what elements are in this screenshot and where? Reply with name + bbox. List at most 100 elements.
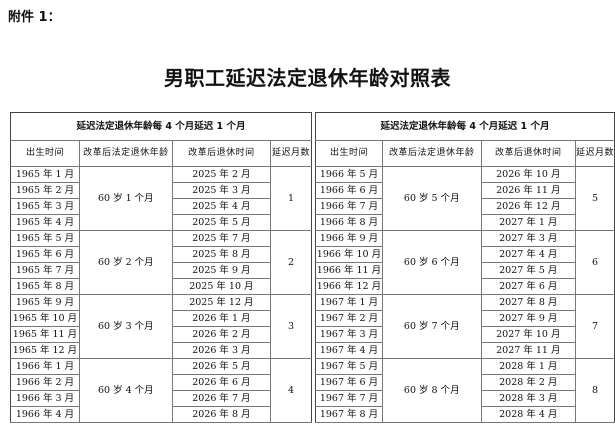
delay-months-cell: 6 xyxy=(574,230,615,295)
birth-date-cell: 1966 年 9 月 xyxy=(314,230,383,247)
retirement-age-cell: 60 岁 4 个月 xyxy=(78,358,173,423)
table-row: 1965 年 11 月 2026 年 2 月 xyxy=(10,326,312,343)
retirement-age-cell: 60 岁 6 个月 xyxy=(381,230,482,295)
retirement-date-cell: 2027 年 3 月 xyxy=(480,230,576,247)
birth-date-cell: 1967 年 5 月 xyxy=(314,358,383,375)
birth-date-cell: 1966 年 11 月 xyxy=(314,262,383,279)
birth-date-cell: 1967 年 4 月 xyxy=(314,342,383,359)
document-title: 男职工延迟法定退休年龄对照表 xyxy=(164,66,451,90)
retirement-date-cell: 2027 年 1 月 xyxy=(480,214,576,231)
retirement-date-cell: 2028 年 4 月 xyxy=(480,406,576,423)
table-header: 延迟法定退休年龄每 4 个月延迟 1 个月 xyxy=(314,112,615,141)
birth-date-cell: 1966 年 5 月 xyxy=(314,166,383,183)
retirement-date-cell: 2027 年 4 月 xyxy=(480,246,576,263)
retirement-date-cell: 2025 年 8 月 xyxy=(171,246,272,263)
table-row: 1967 年 8 月 2028 年 4 月 xyxy=(314,406,614,423)
retirement-date-cell: 2025 年 7 月 xyxy=(171,230,272,247)
birth-date-cell: 1965 年 10 月 xyxy=(10,310,80,327)
table-row: 1967 年 2 月 2027 年 9 月 xyxy=(314,310,614,327)
birth-date-cell: 1965 年 5 月 xyxy=(10,230,80,247)
column-header: 改革后退休时间 xyxy=(171,140,272,167)
birth-date-cell: 1967 年 3 月 xyxy=(314,326,383,343)
column-header: 改革后退休时间 xyxy=(480,140,576,167)
birth-date-cell: 1966 年 4 月 xyxy=(10,406,80,423)
column-header: 出生时间 xyxy=(314,140,383,167)
delay-months-cell: 8 xyxy=(574,358,615,423)
table-header: 延迟法定退休年龄每 4 个月延迟 1 个月 xyxy=(10,112,312,141)
birth-date-cell: 1965 年 4 月 xyxy=(10,214,80,231)
table-row: 1967 年 3 月 2027 年 10 月 xyxy=(314,326,614,343)
column-header: 延迟月数 xyxy=(574,140,615,167)
retirement-date-cell: 2025 年 2 月 xyxy=(171,166,272,183)
column-header: 改革后法定退休年龄 xyxy=(381,140,482,167)
birth-date-cell: 1965 年 12 月 xyxy=(10,342,80,359)
birth-date-cell: 1967 年 8 月 xyxy=(314,406,383,423)
retirement-date-cell: 2026 年 3 月 xyxy=(171,342,272,359)
table-row: 1966 年 3 月 2026 年 7 月 xyxy=(10,390,312,407)
attachment-label: 附件 1： xyxy=(8,10,61,25)
retirement-date-cell: 2028 年 1 月 xyxy=(480,358,576,375)
retirement-date-cell: 2027 年 6 月 xyxy=(480,278,576,295)
table-row: 1965 年 7 月 2025 年 9 月 xyxy=(10,262,312,279)
birth-date-cell: 1965 年 11 月 xyxy=(10,326,80,343)
retirement-date-cell: 2026 年 6 月 xyxy=(171,374,272,391)
delay-months-cell: 5 xyxy=(574,166,615,231)
birth-date-cell: 1965 年 1 月 xyxy=(10,166,80,183)
birth-date-cell: 1967 年 6 月 xyxy=(314,374,383,391)
birth-date-cell: 1967 年 1 月 xyxy=(314,294,383,311)
retirement-date-cell: 2025 年 9 月 xyxy=(171,262,272,279)
delay-months-cell: 2 xyxy=(270,230,312,295)
birth-date-cell: 1966 年 7 月 xyxy=(314,198,383,215)
table-row: 1966 年 12 月 2027 年 6 月 xyxy=(314,278,614,295)
retirement-age-cell: 60 岁 1 个月 xyxy=(78,166,173,231)
birth-date-cell: 1967 年 2 月 xyxy=(314,310,383,327)
retirement-date-cell: 2025 年 3 月 xyxy=(171,182,272,199)
birth-date-cell: 1966 年 6 月 xyxy=(314,182,383,199)
birth-date-cell: 1965 年 2 月 xyxy=(10,182,80,199)
retirement-date-cell: 2026 年 7 月 xyxy=(171,390,272,407)
comparison-tables: 延迟法定退休年龄每 4 个月延迟 1 个月 出生时间 改革后法定退休年龄 改革后退休时… xyxy=(10,112,615,423)
table-row: 1965 年 2 月 2025 年 3 月 xyxy=(10,182,312,199)
retirement-date-cell: 2026 年 2 月 xyxy=(171,326,272,343)
table-row: 1966 年 8 月 2027 年 1 月 xyxy=(314,214,614,231)
table-row: 1965 年 3 月 2025 年 4 月 xyxy=(10,198,312,215)
column-header: 延迟月数 xyxy=(270,140,312,167)
birth-date-cell: 1965 年 9 月 xyxy=(10,294,80,311)
retirement-age-cell: 60 岁 2 个月 xyxy=(78,230,173,295)
retirement-date-cell: 2026 年 10 月 xyxy=(480,166,576,183)
table-row: 1966 年 4 月 2026 年 8 月 xyxy=(10,406,312,423)
comparison-table-right: 延迟法定退休年龄每 4 个月延迟 1 个月 出生时间 改革后法定退休年龄 改革后退休时… xyxy=(314,112,615,423)
retirement-date-cell: 2025 年 4 月 xyxy=(171,198,272,215)
retirement-date-cell: 2026 年 5 月 xyxy=(171,358,272,375)
retirement-date-cell: 2025 年 12 月 xyxy=(171,294,272,311)
retirement-date-cell: 2026 年 11 月 xyxy=(480,182,576,199)
birth-date-cell: 1965 年 7 月 xyxy=(10,262,80,279)
table-row: 1967 年 7 月 2028 年 3 月 xyxy=(314,390,614,407)
delay-months-cell: 4 xyxy=(270,358,312,423)
comparison-table-left: 延迟法定退休年龄每 4 个月延迟 1 个月 出生时间 改革后法定退休年龄 改革后退休时… xyxy=(10,112,312,423)
column-header: 出生时间 xyxy=(10,140,80,167)
retirement-date-cell: 2027 年 11 月 xyxy=(480,342,576,359)
retirement-date-cell: 2026 年 12 月 xyxy=(480,198,576,215)
retirement-age-cell: 60 岁 8 个月 xyxy=(381,358,482,423)
birth-date-cell: 1966 年 3 月 xyxy=(10,390,80,407)
retirement-date-cell: 2026 年 1 月 xyxy=(171,310,272,327)
retirement-age-cell: 60 岁 3 个月 xyxy=(78,294,173,359)
retirement-age-cell: 60 岁 5 个月 xyxy=(381,166,482,231)
delay-months-cell: 3 xyxy=(270,294,312,359)
birth-date-cell: 1967 年 7 月 xyxy=(314,390,383,407)
retirement-date-cell: 2028 年 2 月 xyxy=(480,374,576,391)
column-header: 改革后法定退休年龄 xyxy=(78,140,173,167)
table-row: 1965 年 6 月 2025 年 8 月 xyxy=(10,246,312,263)
delay-months-cell: 7 xyxy=(574,294,615,359)
birth-date-cell: 1965 年 8 月 xyxy=(10,278,80,295)
birth-date-cell: 1966 年 8 月 xyxy=(314,214,383,231)
